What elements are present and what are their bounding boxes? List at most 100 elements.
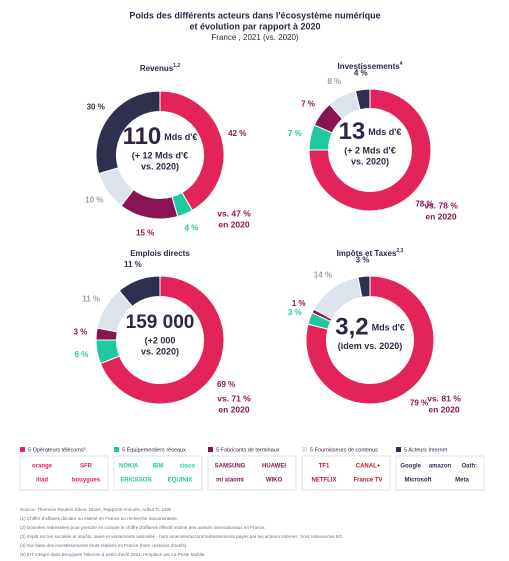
logo-text: orange: [32, 464, 53, 470]
value-label: 7 %: [288, 129, 302, 138]
legend-label: 5 Fournisseurs de contenus: [310, 447, 378, 453]
value-label: 79 %: [410, 398, 428, 407]
logo-text: SAMSUNG: [215, 464, 246, 470]
source-line: (2) Données redressées pour prendre en c…: [20, 525, 266, 530]
legend-label: 5 Équipementiers réseaux: [122, 446, 186, 453]
logo-text: Oath:: [461, 464, 477, 470]
value-label: 11 %: [124, 260, 142, 269]
logo-text: CANAL+: [356, 464, 381, 470]
value-label: 15 %: [136, 229, 154, 238]
donut-segment: [308, 88, 432, 212]
logo-text: SFR: [80, 464, 93, 470]
logo-text: Meta: [455, 478, 469, 484]
legend-swatch: [302, 447, 307, 452]
subtitle: France , 2021 (vs. 2020): [211, 33, 298, 42]
logo-text: cisco: [180, 464, 196, 470]
chart-title: Emplois directs: [130, 249, 190, 258]
donut-segment: [159, 90, 225, 211]
value-label: 8 %: [327, 77, 341, 86]
center-number: 13: [339, 118, 366, 145]
center-value: 3,2 Mds d'€: [335, 314, 405, 341]
chart-title-text: Investissements: [337, 62, 400, 71]
value-label: 30 %: [87, 102, 105, 111]
logo-box: [301, 455, 391, 491]
center-line: vs. 2020): [141, 346, 179, 356]
chart-title: Impôts et Taxes2,3: [337, 248, 404, 258]
donut-segment: [354, 88, 371, 111]
logo-text: iliad: [36, 478, 48, 484]
legend-swatch: [208, 447, 213, 452]
legend-label: 5 Opérateurs télécoms⁵: [28, 446, 86, 453]
comparison-note: vs. 47 %: [217, 208, 251, 218]
comparison-note: vs. 78 %: [424, 200, 458, 210]
donut-segment: [118, 275, 161, 308]
chart-title: Revenus1,2: [140, 63, 181, 73]
center-number: 3,2: [335, 314, 368, 341]
center-unit: Mds d'€: [372, 323, 405, 333]
value-label: 3 %: [288, 308, 302, 317]
value-label: 42 %: [228, 129, 246, 138]
value-label: 3 %: [73, 328, 87, 337]
logo-text: HUAWEI: [262, 464, 286, 470]
logo-box: [207, 455, 297, 491]
comparison-note: en 2020: [218, 219, 249, 229]
logo-text: EQUINIX: [168, 478, 193, 484]
chart-title-note: 4: [400, 61, 403, 67]
center-value: 159 000: [126, 312, 195, 333]
donut-segment: [99, 275, 225, 405]
comparison-note: en 2020: [425, 211, 456, 221]
source-line: (3) Impôt sur les sociétés et impôts, ta…: [20, 534, 343, 539]
center-value: 110 Mds d'€: [123, 123, 198, 150]
center-unit: Mds d'€: [368, 127, 401, 137]
chart-title-text: Revenus: [140, 64, 174, 73]
donut-segment: [305, 275, 435, 405]
logo-box: [19, 455, 109, 491]
center-line: (+ 2 Mds d'€: [344, 145, 395, 155]
legend-swatch: [20, 447, 25, 452]
value-label: 11 %: [82, 294, 100, 303]
comparison-note: en 2020: [428, 404, 459, 414]
value-label: 10 %: [85, 196, 103, 205]
title: Poids des différents acteurs dans l'écos…: [129, 10, 380, 20]
donut-segment: [357, 275, 371, 298]
value-label: 3 %: [356, 255, 370, 264]
value-label: 69 %: [217, 380, 235, 389]
value-label: 4 %: [354, 69, 368, 78]
logo-text: France TV: [353, 478, 382, 484]
center-line: (+ 12 Mds d'€: [132, 150, 188, 160]
chart-title-note: 1,2: [173, 63, 180, 69]
center-number: 110: [123, 123, 162, 150]
value-label: 7 %: [301, 99, 315, 108]
logo-text: NETFLIX: [312, 478, 337, 484]
source-line: (4) Sur base des investissements bruts r…: [20, 543, 188, 548]
donut-segment: [95, 90, 161, 175]
comparison-note: vs. 71 %: [217, 393, 251, 403]
logo-text: NOKIA: [119, 464, 139, 470]
center-line: vs. 2020): [351, 156, 389, 166]
center-value: 13 Mds d'€: [339, 118, 402, 145]
logo-text: ERICSSON: [120, 478, 151, 484]
chart-title-text: Emplois directs: [130, 249, 190, 258]
value-label: 14 %: [314, 270, 332, 279]
chart-title-note: 2,3: [396, 248, 403, 254]
logo-text: amazon: [429, 464, 452, 470]
logo-text: WIKO: [266, 478, 283, 484]
legend-swatch: [396, 447, 401, 452]
logo-text: Microsoft: [405, 478, 432, 484]
value-label: 4 %: [185, 224, 199, 233]
legend-label: 5 Fabricants de terminaux: [216, 447, 280, 453]
comparison-note: en 2020: [218, 404, 249, 414]
chart-title-text: Impôts et Taxes: [337, 249, 397, 258]
logo-box: [395, 455, 485, 491]
center-line: vs. 2020): [141, 161, 179, 171]
source-line: Source: Thomson Reuters Eikon, Diane, Ra…: [20, 507, 172, 512]
center-line: (idem vs. 2020): [338, 341, 403, 351]
source-line: (1) Chiffre d'affaires déclaré ou estimé…: [20, 516, 178, 521]
value-label: 1 %: [292, 299, 306, 308]
legend-label: 5 Acteurs Internet: [404, 447, 448, 453]
logo-box: [113, 455, 203, 491]
legend-swatch: [114, 447, 119, 452]
donut-segment: [313, 276, 363, 320]
value-label: 6 %: [75, 350, 89, 359]
